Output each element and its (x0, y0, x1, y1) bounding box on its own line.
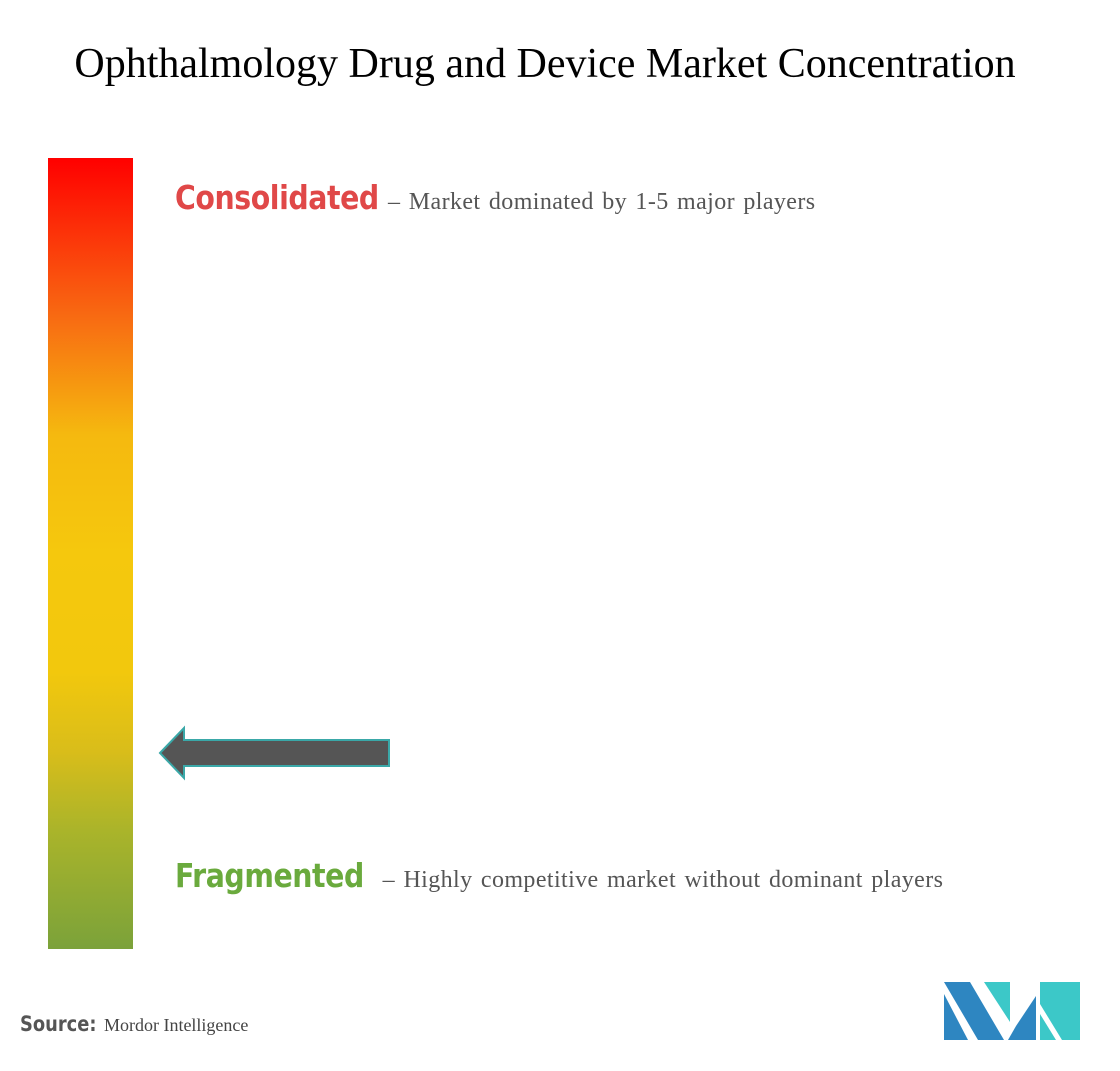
source-line: Source: Mordor Intelligence (20, 1012, 248, 1036)
chart-title: Ophthalmology Drug and Device Market Con… (74, 41, 1016, 87)
consolidated-description: – Market dominated by 1-5 major players (388, 189, 816, 215)
consolidated-row: Consolidated – Market dominated by 1-5 m… (175, 178, 816, 217)
fragmented-row: Fragmented – Highly competitive market w… (175, 856, 943, 895)
consolidated-label: Consolidated (175, 178, 379, 217)
concentration-scale-bar (48, 158, 133, 949)
fragmented-label: Fragmented (175, 856, 364, 895)
source-label: Source: (20, 1012, 97, 1036)
source-value: Mordor Intelligence (103, 1015, 249, 1035)
left-arrow-icon (158, 725, 390, 781)
mordor-intelligence-logo (944, 982, 1080, 1040)
fragmented-description: – Highly competitive market without domi… (382, 867, 944, 893)
